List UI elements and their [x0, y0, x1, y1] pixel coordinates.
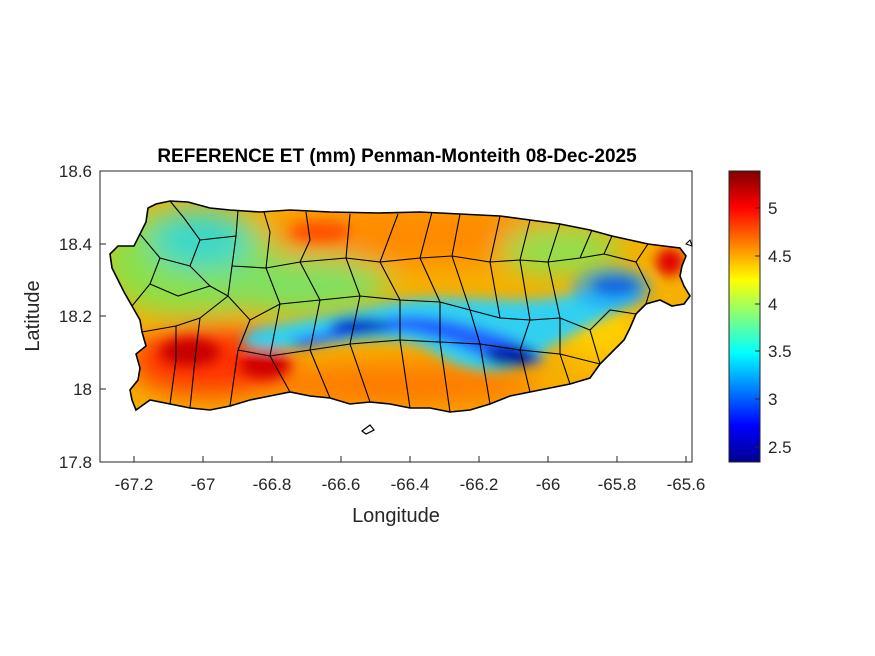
center-green-zone — [210, 255, 390, 315]
x-tick-label: -66.4 — [391, 475, 430, 494]
colorbar-tick-labels: 5 4.5 4 3.5 3 2.5 — [768, 199, 792, 457]
colorbar-tick-label: 4.5 — [768, 247, 792, 266]
east-red-core — [656, 248, 684, 276]
y-tick-label: 18.2 — [59, 307, 92, 326]
x-ticks — [133, 456, 687, 462]
x-tick-label: -66.2 — [460, 475, 499, 494]
south-darkred-core — [240, 351, 290, 379]
south-orange-zone — [260, 363, 540, 407]
x-tick-label: -66.8 — [253, 475, 292, 494]
colorbar-tick-label: 5 — [768, 199, 777, 218]
colorbar-ticks — [755, 207, 760, 448]
colorbar-tick-label: 3 — [768, 390, 777, 409]
east-green-zone — [500, 225, 620, 275]
municipality-boundaries — [131, 200, 651, 413]
colorbar — [728, 170, 761, 463]
y-tick-label: 18 — [73, 380, 92, 399]
colorbar-tick-label: 2.5 — [768, 438, 792, 457]
x-tick-label: -67 — [191, 475, 216, 494]
y-tick-labels: 18.6 18.4 18.2 18 17.8 — [59, 162, 92, 472]
north-red-spot — [290, 222, 350, 242]
x-tick-labels: -67.2 -67 -66.8 -66.6 -66.4 -66.2 -66 -6… — [115, 475, 706, 494]
colorbar-tick-label: 4 — [768, 295, 777, 314]
y-axis-label: Latitude — [22, 280, 44, 351]
x-tick-label: -66 — [536, 475, 561, 494]
northeast-cyan-ring — [572, 266, 652, 310]
chart-title: REFERENCE ET (mm) Penman-Monteith 08-Dec… — [157, 146, 637, 167]
colorbar-tick-label: 3.5 — [768, 342, 792, 361]
x-axis-label: Longitude — [352, 505, 440, 527]
dark-blue-core-west — [330, 318, 390, 334]
y-tick-label: 18.4 — [59, 235, 92, 254]
x-tick-label: -66.6 — [322, 475, 361, 494]
y-tick-label: 17.8 — [59, 453, 92, 472]
southwest-darkred-core — [160, 338, 220, 366]
y-ticks — [100, 170, 106, 463]
x-tick-label: -65.6 — [667, 475, 706, 494]
x-tick-label: -65.8 — [598, 475, 637, 494]
islet-east — [685, 239, 693, 247]
x-tick-label: -67.2 — [115, 475, 154, 494]
islet-south — [361, 424, 375, 435]
y-tick-label: 18.6 — [59, 162, 92, 181]
